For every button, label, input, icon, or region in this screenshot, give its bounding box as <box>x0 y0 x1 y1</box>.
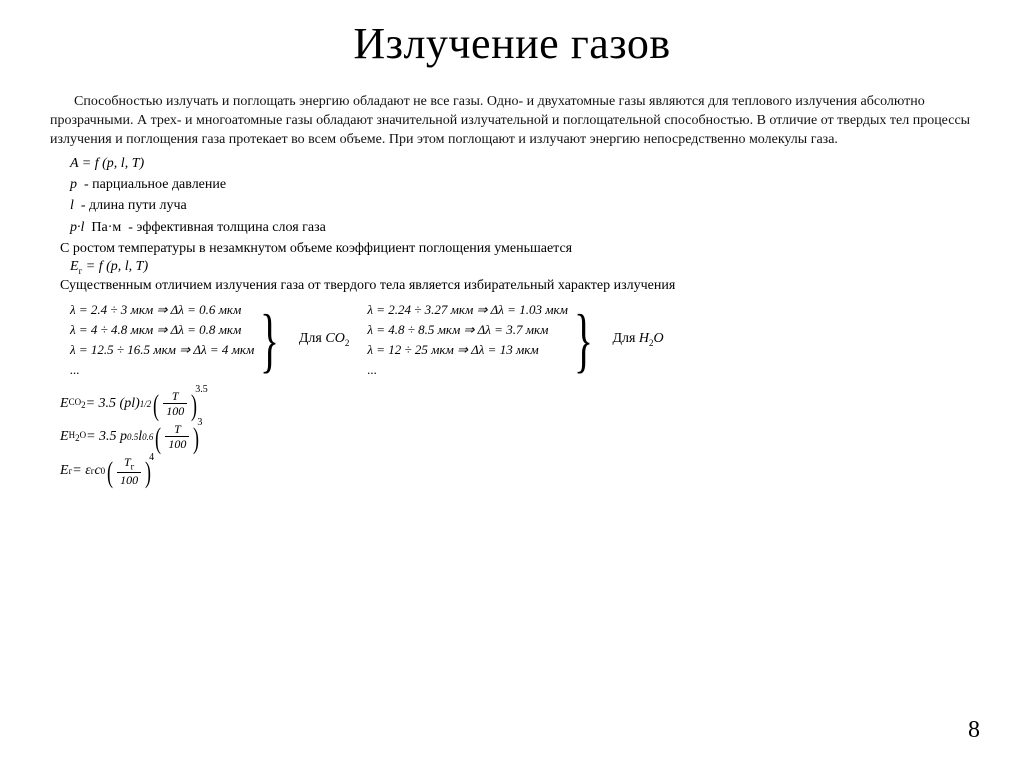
eg-mid-sub: 0 <box>101 466 106 476</box>
h2o-lines: λ = 2.24 ÷ 3.27 мкм ⇒ Δλ = 1.03 мкм λ = … <box>367 298 574 383</box>
eco2-sub: CO2 <box>69 397 86 410</box>
h2o-label: Для H2O <box>612 331 663 348</box>
eco2-frac-num: T <box>169 390 182 403</box>
eh2o-frac: T 100 <box>165 423 189 450</box>
co2-label-prefix: Для <box>299 331 325 346</box>
co2-line-1: λ = 2.4 ÷ 3 мкм ⇒ Δλ = 0.6 мкм <box>70 300 254 320</box>
h2o-label-tail: O <box>654 331 664 346</box>
co2-label: Для CO2 <box>299 331 349 348</box>
co2-brace-icon: } <box>260 304 279 376</box>
intro-paragraph: Способностью излучать и поглощать энерги… <box>50 93 974 150</box>
equation-eco2: ECO2 = 3.5 (pl)1/2 ( T 100 ) 3.5 <box>60 390 974 417</box>
co2-lines: λ = 2.4 ÷ 3 мкм ⇒ Δλ = 0.6 мкм λ = 4 ÷ 4… <box>70 298 260 383</box>
equation-eg-final: Eг = εг c0 ( Tг 100 ) 4 <box>60 456 974 486</box>
h2o-brace-icon: } <box>574 304 593 376</box>
final-equations: ECO2 = 3.5 (pl)1/2 ( T 100 ) 3.5 EH2O = … <box>60 390 974 486</box>
def-p-desc: - парциальное давление <box>84 177 226 192</box>
eh2o-coef: = 3.5 p <box>86 429 127 445</box>
co2-block: λ = 2.4 ÷ 3 мкм ⇒ Δλ = 0.6 мкм λ = 4 ÷ 4… <box>70 298 349 383</box>
eco2-frac-den: 100 <box>163 403 187 417</box>
eco2-lhs: E <box>60 396 69 412</box>
selective-line: Существенным отличием излучения газа от … <box>60 278 974 294</box>
def-p: p - парциальное давление <box>70 174 974 196</box>
eh2o-sub: H2O <box>69 430 87 443</box>
eg-lhs: E <box>60 463 69 479</box>
def-pl: p·l Па·м - эффективная толщина слоя газа <box>70 217 974 239</box>
definitions-block: p - парциальное давление l - длина пути … <box>70 174 974 239</box>
h2o-block: λ = 2.24 ÷ 3.27 мкм ⇒ Δλ = 1.03 мкм λ = … <box>367 298 663 383</box>
eco2-frac: T 100 <box>163 390 187 417</box>
slide-title: Излучение газов <box>50 18 974 69</box>
def-l-desc: - длина пути луча <box>81 198 187 213</box>
eh2o-lhs: E <box>60 429 69 445</box>
def-pl-symbol: p·l <box>70 217 84 239</box>
eg-frac-num: Tг <box>121 456 137 472</box>
co2-line-4: ... <box>70 360 254 380</box>
eh2o-pow: 3 <box>197 417 202 428</box>
eh2o-frac-num: T <box>171 423 184 436</box>
eg-coef: = ε <box>72 463 90 479</box>
eh2o-sup2: 0.6 <box>142 432 153 442</box>
co2-label-sub: 2 <box>345 338 350 348</box>
equation-eg: Eг = f (p, l, T) <box>70 259 974 276</box>
h2o-label-formula: H <box>639 331 649 346</box>
eh2o-frac-den: 100 <box>165 436 189 450</box>
equation-a: A = f (p, l, T) <box>70 156 974 172</box>
eg-frac: Tг 100 <box>117 456 141 486</box>
eco2-sup1: 1/2 <box>140 399 152 409</box>
co2-line-2: λ = 4 ÷ 4.8 мкм ⇒ Δλ = 0.8 мкм <box>70 320 254 340</box>
co2-label-formula: CO <box>325 331 344 346</box>
eh2o-sup1: 0.5 <box>127 432 138 442</box>
def-l: l - длина пути луча <box>70 195 974 217</box>
temperature-line: С ростом температуры в незамкнутом объем… <box>60 241 974 257</box>
eg-frac-den: 100 <box>117 472 141 486</box>
h2o-line-1: λ = 2.24 ÷ 3.27 мкм ⇒ Δλ = 1.03 мкм <box>367 300 568 320</box>
wavelength-columns: λ = 2.4 ÷ 3 мкм ⇒ Δλ = 0.6 мкм λ = 4 ÷ 4… <box>70 298 974 383</box>
h2o-label-prefix: Для <box>612 331 638 346</box>
h2o-line-4: ... <box>367 360 568 380</box>
def-l-symbol: l <box>70 195 74 217</box>
eg-pow: 4 <box>149 452 154 463</box>
h2o-line-2: λ = 4.8 ÷ 8.5 мкм ⇒ Δλ = 3.7 мкм <box>367 320 568 340</box>
def-p-symbol: p <box>70 174 77 196</box>
equation-eh2o: EH2O = 3.5 p0.5 l0.6 ( T 100 ) 3 <box>60 423 974 450</box>
eco2-coef: = 3.5 (pl) <box>86 396 140 412</box>
h2o-line-3: λ = 12 ÷ 25 мкм ⇒ Δλ = 13 мкм <box>367 340 568 360</box>
eco2-pow: 3.5 <box>195 384 208 395</box>
def-pl-unit: Па·м <box>91 220 121 235</box>
def-pl-desc: - эффективная толщина слоя газа <box>128 220 326 235</box>
co2-line-3: λ = 12.5 ÷ 16.5 мкм ⇒ Δλ = 4 мкм <box>70 340 254 360</box>
page-number: 8 <box>968 717 980 744</box>
